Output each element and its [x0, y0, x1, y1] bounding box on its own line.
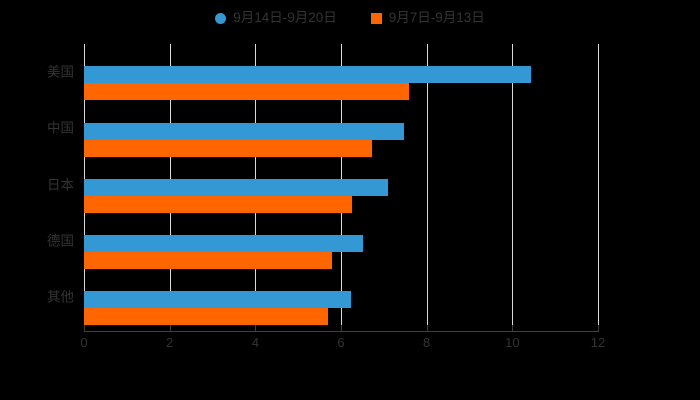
x-tick-2 — [169, 325, 171, 332]
bar-日本-series-1[interactable] — [84, 195, 353, 213]
x-tick-label-10: 10 — [505, 335, 520, 350]
bar-美国-series-0[interactable] — [84, 66, 532, 84]
bar-日本-series-0[interactable] — [84, 178, 389, 196]
x-tick-label-4: 4 — [251, 335, 259, 350]
bar-group — [84, 213, 598, 269]
legend-marker-circle-icon — [215, 12, 227, 24]
x-tick-label-12: 12 — [590, 335, 606, 350]
x-tick-10 — [512, 325, 514, 332]
y-axis-label-德国: 德国 — [47, 232, 74, 248]
x-tick-label-0: 0 — [80, 335, 88, 350]
bar-德国-series-1[interactable] — [84, 251, 332, 269]
x-tick-label-6: 6 — [337, 335, 345, 350]
y-axis-label-日本: 日本 — [47, 176, 74, 192]
plot-area — [84, 44, 599, 326]
x-tick-6 — [341, 325, 342, 332]
legend-item-series-0[interactable]: 9月14日-9月20日 — [215, 11, 337, 25]
x-tick-label-2: 2 — [166, 335, 174, 350]
bar-group — [84, 44, 598, 101]
y-axis-label-美国: 美国 — [47, 64, 74, 80]
bar-其他-series-0[interactable] — [84, 291, 352, 309]
bar-group — [84, 269, 598, 326]
gridline-12 — [598, 44, 599, 325]
legend-item-series-1[interactable]: 9月7日-9月13日 — [370, 10, 485, 26]
bar-美国-series-1[interactable] — [84, 83, 410, 101]
legend-label-series-1: 9月7日-9月13日 — [388, 10, 485, 26]
y-axis-label-其他: 其他 — [47, 289, 74, 305]
y-axis-labels: 美国中国日本德国其他 — [0, 44, 74, 325]
chart-legend: 9月14日-9月20日 9月7日-9月13日 — [0, 6, 700, 30]
x-tick-4 — [255, 325, 257, 332]
legend-label-series-0: 9月14日-9月20日 — [233, 10, 337, 26]
x-tick-12 — [598, 325, 599, 332]
bar-group — [84, 156, 598, 213]
legend-marker-square-icon — [370, 12, 382, 24]
bar-德国-series-0[interactable] — [84, 234, 363, 252]
bar-其他-series-1[interactable] — [84, 308, 329, 326]
bar-group — [84, 100, 598, 157]
gridline-10 — [512, 44, 514, 325]
x-tick-0 — [84, 325, 85, 332]
x-tick-label-8: 8 — [423, 335, 431, 350]
bar-中国-series-0[interactable] — [84, 122, 404, 140]
bar-中国-series-1[interactable] — [84, 139, 373, 157]
x-tick-8 — [426, 325, 428, 332]
gridline-8 — [426, 44, 428, 325]
y-axis-label-中国: 中国 — [47, 120, 74, 136]
